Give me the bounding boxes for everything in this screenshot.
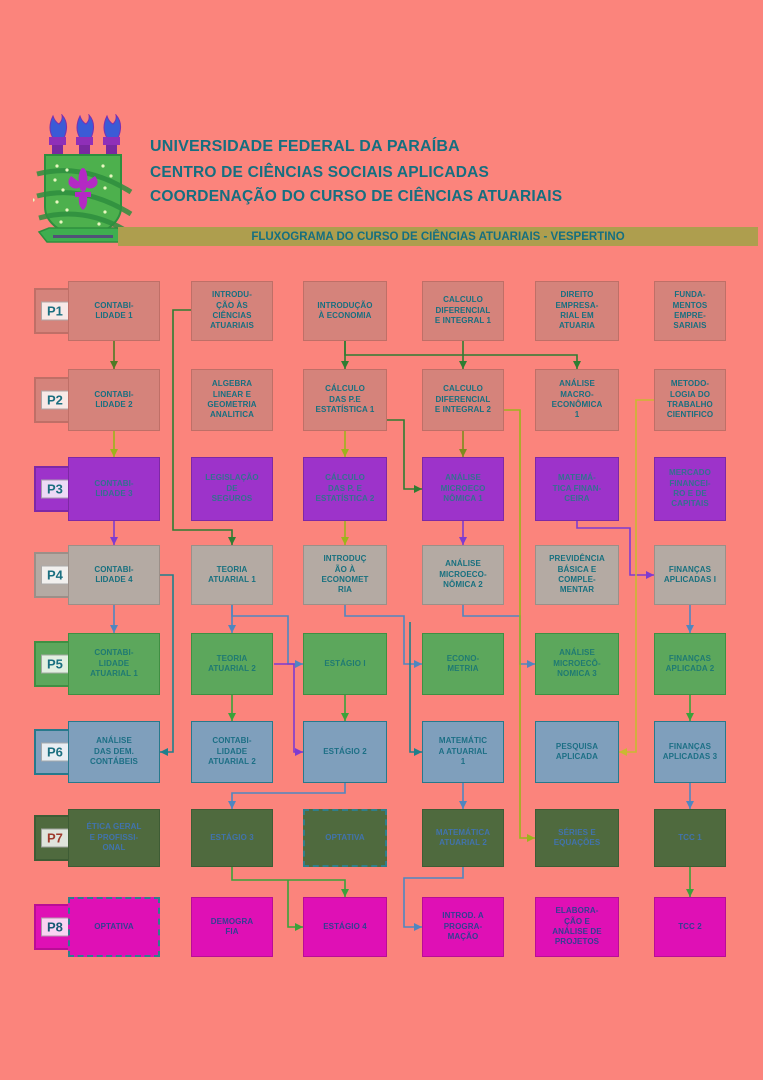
course-box: ESTÁGIO 3 [191, 809, 273, 867]
fleur-de-lis-icon [68, 168, 98, 210]
course-box: INTRODUÇÃO À ECONOMIA [303, 281, 387, 341]
course-box: ANÁLISE MICROECO- NÔMICA 2 [422, 545, 504, 605]
torch-icons [49, 114, 122, 155]
course-box: ÉTICA GERAL E PROFISSI- ONAL [68, 809, 160, 867]
course-box: OPTATIVA [303, 809, 387, 867]
university-title: UNIVERSIDADE FEDERAL DA PARAÍBA [150, 138, 460, 155]
shield-icon [33, 154, 133, 242]
course-box: FUNDA- MENTOS EMPRE- SARIAIS [654, 281, 726, 341]
period-label: P3 [41, 479, 69, 499]
period-label: P8 [41, 917, 69, 937]
course-box: ANÁLISE MICROECÔ- NOMICA 3 [535, 633, 619, 695]
course-box: CONTABI- LIDADE ATUARIAL 2 [191, 721, 273, 783]
course-box: FINANÇAS APLICADAS 3 [654, 721, 726, 783]
course-box: TCC 2 [654, 897, 726, 957]
course-box: ANÁLISE DAS DEM. CONTÁBEIS [68, 721, 160, 783]
course-box: ELABORA- ÇÃO E ANÁLISE DE PROJETOS [535, 897, 619, 957]
period-label: P7 [41, 828, 69, 848]
course-box: ESTÁGIO 2 [303, 721, 387, 783]
course-box: ESTÁGIO I [303, 633, 387, 695]
course-box: CONTABI- LIDADE 1 [68, 281, 160, 341]
course-box: SÉRIES E EQUAÇÕES [535, 809, 619, 867]
flowchart-banner: FLUXOGRAMA DO CURSO DE CIÊNCIAS ATUARIAI… [118, 227, 758, 246]
course-box: TEORIA ATUARIAL 2 [191, 633, 273, 695]
course-box: INTRODUÇ ÃO À ECONOMET RIA [303, 545, 387, 605]
course-box: CONTABI- LIDADE 4 [68, 545, 160, 605]
course-box: CALCULO DIFERENCIAL E INTEGRAL 2 [422, 369, 504, 431]
course-box: ANÁLISE MICROECO NÔMICA 1 [422, 457, 504, 521]
course-box: MATEMÁTIC A ATUARIAL 1 [422, 721, 504, 783]
course-box: CONTABI- LIDADE 3 [68, 457, 160, 521]
course-box: PESQUISA APLICADA [535, 721, 619, 783]
period-label: P4 [41, 565, 69, 585]
course-box: PREVIDÊNCIA BÁSICA E COMPLE- MENTAR [535, 545, 619, 605]
course-box: TEORIA ATUARIAL 1 [191, 545, 273, 605]
course-box: ESTÁGIO 4 [303, 897, 387, 957]
period-label: P6 [41, 742, 69, 762]
course-box: TCC 1 [654, 809, 726, 867]
course-box: FINANÇAS APLICADAS I [654, 545, 726, 605]
course-box: LEGISLAÇÃO DE SEGUROS [191, 457, 273, 521]
course-box: CÁLCULO DAS P.E ESTATÍSTICA 1 [303, 369, 387, 431]
course-box: MATEMÁ- TICA FINAN- CEIRA [535, 457, 619, 521]
period-label: P2 [41, 390, 69, 410]
course-box: INTROD. A PROGRA- MAÇÃO [422, 897, 504, 957]
course-box: ECONO- METRIA [422, 633, 504, 695]
course-box: FINANÇAS APLICADA 2 [654, 633, 726, 695]
course-box: MATEMÁTICA ATUARIAL 2 [422, 809, 504, 867]
course-box: CALCULO DIFERENCIAL E INTEGRAL 1 [422, 281, 504, 341]
course-box: ALGEBRA LINEAR E GEOMETRIA ANALITICA [191, 369, 273, 431]
period-label: P1 [41, 301, 69, 321]
course-box: CONTABI- LIDADE ATUARIAL 1 [68, 633, 160, 695]
course-box: MERCADO FINANCEI- RO E DE CAPITAIS [654, 457, 726, 521]
course-box: CONTABI- LIDADE 2 [68, 369, 160, 431]
course-box: DIREITO EMPRESA- RIAL EM ATUARIA [535, 281, 619, 341]
course-box: INTRODU- ÇÃO ÀS CIÊNCIAS ATUARIAIS [191, 281, 273, 341]
course-box: DEMOGRA FIA [191, 897, 273, 957]
coordination-title: COORDENAÇÃO DO CURSO DE CIÊNCIAS ATUARIA… [150, 188, 563, 205]
course-box: CÁLCULO DAS P. E ESTATÍSTICA 2 [303, 457, 387, 521]
center-title: CENTRO DE CIÊNCIAS SOCIAIS APLICADAS [150, 164, 490, 181]
course-box: ANÁLISE MACRO- ECONÔMICA 1 [535, 369, 619, 431]
period-label: P5 [41, 654, 69, 674]
course-box: OPTATIVA [68, 897, 160, 957]
course-box: METODO- LOGIA DO TRABALHO CIENTIFICO [654, 369, 726, 431]
ufpb-logo [33, 114, 133, 243]
